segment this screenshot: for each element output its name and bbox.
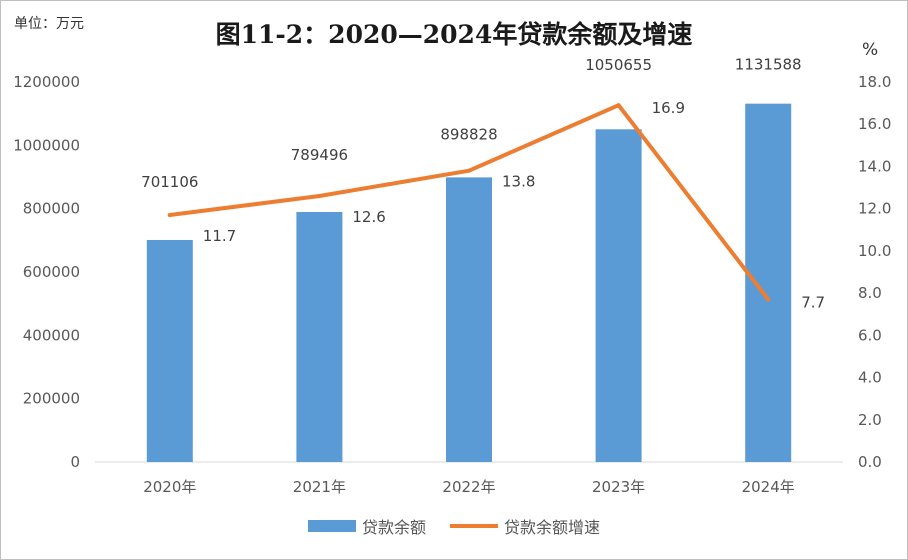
bar [146,239,193,462]
legend: 贷款余额 贷款余额增速 [0,514,908,538]
chart-title: 图11-2：2020—2024年贷款余额及增速 [215,20,693,49]
right-axis-tick-label: 18.0 [858,73,891,91]
right-axis-tick-label: 2.0 [858,411,882,429]
growth-point [766,297,771,302]
legend-swatch-bar [307,520,356,532]
bar-value-label: 701106 [141,173,198,191]
left-axis-tick-label: 0 [70,453,80,471]
bar [745,103,792,462]
bar-value-label: 789496 [291,146,348,164]
x-axis-tick-label: 2021年 [293,478,346,496]
left-axis-tick-label: 800000 [23,200,80,218]
legend-item-bar: 贷款余额 [307,514,426,538]
left-axis-tick-label: 200000 [23,390,80,408]
x-axis-tick-label: 2020年 [143,478,196,496]
legend-label-bar: 贷款余额 [361,518,426,537]
x-axis-tick-label: 2023年 [592,478,645,496]
unit-label: 单位：万元 [14,16,84,32]
legend-swatch-line [450,524,498,528]
bar-value-label: 898828 [440,126,497,144]
right-axis-tick-label: 4.0 [858,369,882,387]
right-axis-unit: % [862,40,879,60]
growth-point [167,213,172,217]
bar [595,129,642,462]
left-axis-tick-label: 1200000 [13,73,80,91]
legend-label-line: 贷款余额增速 [504,518,601,537]
right-axis-tick-label: 6.0 [858,326,882,344]
line-value-label: 11.7 [203,227,236,245]
bar-value-label: 1050655 [585,56,652,74]
left-axis-tick-label: 400000 [23,326,80,344]
legend-item-line: 贷款余额增速 [450,514,600,538]
bar [296,211,343,462]
right-axis-tick-label: 0.0 [858,453,882,471]
x-axis-tick-label: 2022年 [442,478,495,496]
right-axis-tick-label: 10.0 [858,242,891,260]
growth-point [616,103,621,108]
line-value-label: 16.9 [652,99,685,117]
x-axis-tick-label: 2024年 [742,478,795,496]
right-axis-tick-label: 16.0 [858,115,891,133]
growth-point [467,168,471,173]
left-axis-tick-label: 600000 [23,263,80,281]
bar [446,177,492,462]
line-value-label: 12.6 [352,208,385,226]
line-value-label: 13.8 [502,173,535,191]
right-axis-tick-label: 12.0 [858,200,891,218]
left-axis-tick-label: 1000000 [13,136,80,154]
right-axis-tick-label: 14.0 [858,157,891,175]
right-axis-tick-label: 8.0 [858,284,882,302]
bar-value-label: 1131588 [735,56,802,74]
line-value-label: 7.7 [801,293,825,311]
growth-point [317,194,322,198]
